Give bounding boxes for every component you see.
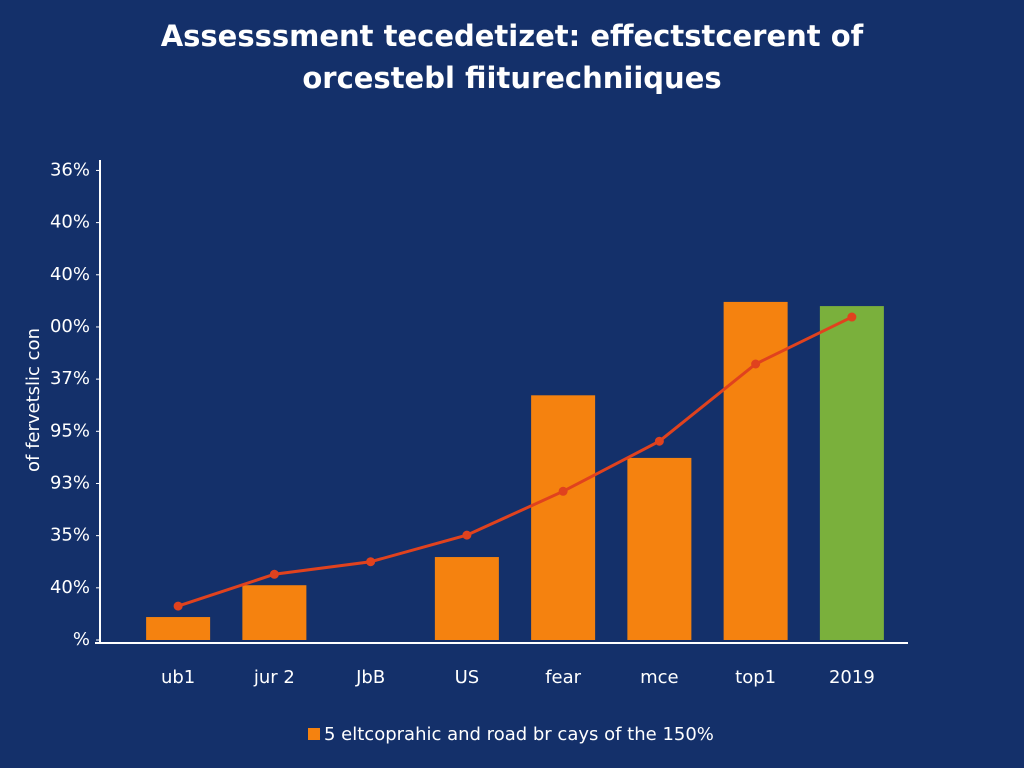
line-marker — [654, 436, 664, 446]
x-tick-label: jur 2 — [253, 667, 295, 688]
chart-title: orcestebl fiiturechniiques — [302, 61, 721, 95]
line-marker — [847, 312, 857, 322]
line-marker — [751, 359, 761, 369]
legend-label: 5 eltcoprahic and road br cays of the 15… — [324, 724, 714, 745]
y-axis-label: of fervetslic con — [23, 328, 44, 472]
x-tick-label: mce — [640, 667, 679, 688]
y-tick-label: 40% — [50, 212, 90, 233]
y-tick-label: 95% — [50, 420, 90, 441]
x-tick-label: ub1 — [161, 667, 195, 688]
x-tick-label: US — [455, 667, 480, 688]
bar — [146, 617, 211, 640]
y-tick-label: 37% — [50, 368, 90, 389]
legend-swatch — [308, 728, 320, 740]
bar — [627, 457, 692, 640]
bar — [723, 301, 788, 640]
x-tick-label: 2019 — [829, 667, 875, 688]
bar — [434, 557, 499, 640]
bar — [531, 395, 596, 640]
y-tick-label: % — [73, 629, 90, 650]
line-marker — [462, 530, 472, 540]
line-marker — [269, 569, 279, 579]
x-tick-label: top1 — [735, 667, 776, 688]
y-tick-label: 00% — [50, 316, 90, 337]
y-tick-label: 93% — [50, 472, 90, 493]
line-marker — [366, 557, 376, 567]
line-marker — [173, 601, 183, 611]
x-tick-label: fear — [545, 667, 581, 688]
line-marker — [558, 486, 568, 496]
y-tick-label: 40% — [50, 577, 90, 598]
line — [177, 315, 853, 608]
y-tick-label: 35% — [50, 525, 90, 546]
chart-title: Assesssment tecedetizet: effectstcerent … — [161, 19, 864, 53]
y-tick-label: 40% — [50, 264, 90, 285]
bar — [819, 306, 884, 640]
x-tick-label: JbB — [355, 667, 385, 688]
bar — [242, 585, 307, 640]
y-tick-label: 36% — [50, 159, 90, 180]
